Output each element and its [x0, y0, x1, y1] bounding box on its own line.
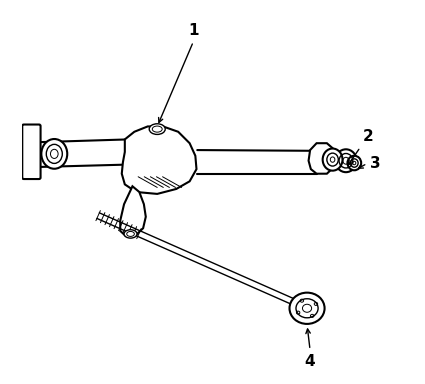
Ellipse shape: [348, 156, 361, 170]
Text: 4: 4: [305, 354, 315, 369]
Ellipse shape: [323, 149, 343, 170]
Ellipse shape: [149, 124, 165, 134]
Ellipse shape: [41, 139, 67, 169]
Ellipse shape: [124, 230, 137, 238]
Polygon shape: [122, 126, 196, 194]
FancyBboxPatch shape: [22, 124, 40, 179]
Ellipse shape: [289, 293, 325, 324]
Polygon shape: [120, 186, 146, 236]
Ellipse shape: [335, 149, 357, 172]
Text: 1: 1: [188, 23, 199, 38]
Text: 2: 2: [363, 129, 374, 144]
Text: 3: 3: [370, 156, 380, 171]
Polygon shape: [309, 143, 333, 174]
